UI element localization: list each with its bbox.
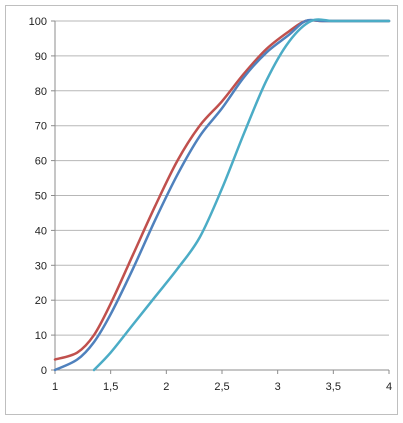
x-tick-label: 1,5 (103, 381, 118, 393)
x-tick-label: 4 (386, 381, 392, 393)
y-tick-label: 100 (29, 16, 47, 28)
line-chart: 0 10 20 30 40 50 60 70 80 90 100 1 1,5 2 2,5 3 3,5 4 (29, 16, 392, 393)
y-tick-label: 20 (35, 295, 47, 307)
y-tick-label: 80 (35, 86, 47, 98)
y-tick-label: 0 (41, 365, 47, 377)
y-tick-label: 10 (35, 330, 47, 342)
x-tick-label: 1 (52, 381, 58, 393)
axes (51, 20, 390, 374)
y-tick-label: 70 (35, 121, 47, 133)
x-tick-label: 3,5 (326, 381, 341, 393)
series-line-cyan (92, 18, 391, 372)
y-tick-label: 40 (35, 225, 47, 237)
grid-lines (55, 20, 389, 336)
tick-labels: 0 10 20 30 40 50 60 70 80 90 100 1 1,5 2 2,5 3 3,5 4 (29, 16, 392, 393)
y-tick-label: 90 (35, 51, 47, 63)
x-tick-label: 2,5 (214, 381, 229, 393)
x-tick-label: 3 (275, 381, 281, 393)
chart-container: 0 10 20 30 40 50 60 70 80 90 100 1 1,5 2 2,5 3 3,5 4 (5, 5, 398, 415)
series-lines (53, 18, 391, 372)
y-tick-label: 60 (35, 156, 47, 168)
x-tick-label: 2 (163, 381, 169, 393)
y-tick-label: 50 (35, 191, 47, 203)
y-tick-label: 30 (35, 260, 47, 272)
